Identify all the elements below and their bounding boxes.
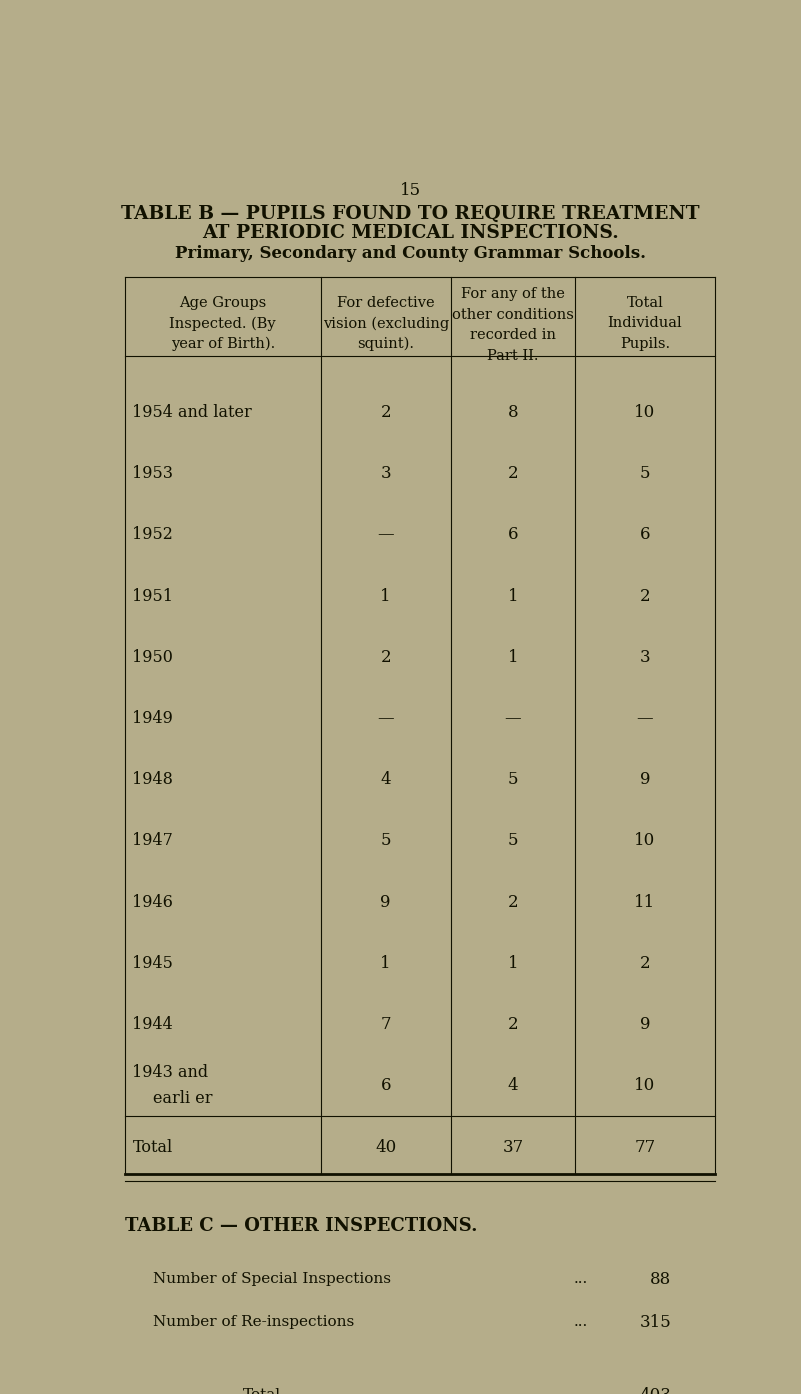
Text: 1: 1 (508, 955, 518, 972)
Text: Number of Special Inspections: Number of Special Inspections (153, 1273, 391, 1287)
Text: 88: 88 (650, 1271, 671, 1288)
Text: 11: 11 (634, 894, 655, 910)
Text: recorded in: recorded in (470, 328, 556, 343)
Text: 315: 315 (639, 1315, 671, 1331)
Text: 5: 5 (640, 466, 650, 482)
Text: earli er: earli er (153, 1090, 212, 1107)
Text: Total: Total (626, 296, 663, 309)
Text: Inspected. (By: Inspected. (By (170, 316, 276, 330)
Text: Number of Re-inspections: Number of Re-inspections (153, 1316, 354, 1330)
Text: 8: 8 (508, 404, 518, 421)
Text: Primary, Secondary and County Grammar Schools.: Primary, Secondary and County Grammar Sc… (175, 245, 646, 262)
Text: 5: 5 (508, 771, 518, 788)
Text: other conditions: other conditions (452, 308, 574, 322)
Text: For defective: For defective (337, 296, 434, 309)
Text: 1952: 1952 (132, 527, 173, 544)
Text: vision (excluding: vision (excluding (323, 316, 449, 330)
Text: —: — (377, 527, 394, 544)
Text: 1: 1 (380, 955, 391, 972)
Text: 3: 3 (639, 648, 650, 666)
Text: 5: 5 (380, 832, 391, 849)
Text: 1948: 1948 (132, 771, 173, 788)
Text: 3: 3 (380, 466, 391, 482)
Text: 1: 1 (380, 588, 391, 605)
Text: 6: 6 (640, 527, 650, 544)
Text: 15: 15 (400, 183, 421, 199)
Text: 1: 1 (508, 588, 518, 605)
Text: 4: 4 (380, 771, 391, 788)
Text: 1945: 1945 (132, 955, 173, 972)
Text: 10: 10 (634, 832, 655, 849)
Text: 1943 and: 1943 and (132, 1064, 208, 1082)
Text: 2: 2 (639, 588, 650, 605)
Text: 1950: 1950 (132, 648, 173, 666)
Text: 1954 and later: 1954 and later (132, 404, 252, 421)
Text: Part II.: Part II. (487, 348, 539, 362)
Text: TABLE C — OTHER INSPECTIONS.: TABLE C — OTHER INSPECTIONS. (125, 1217, 477, 1235)
Text: 37: 37 (502, 1139, 524, 1157)
Text: —: — (505, 710, 521, 726)
Text: Individual: Individual (607, 316, 682, 330)
Text: 9: 9 (380, 894, 391, 910)
Text: 6: 6 (380, 1078, 391, 1094)
Text: 77: 77 (634, 1139, 655, 1157)
Text: 6: 6 (508, 527, 518, 544)
Text: 7: 7 (380, 1016, 391, 1033)
Text: year of Birth).: year of Birth). (171, 337, 275, 351)
Text: 9: 9 (640, 1016, 650, 1033)
Text: ...: ... (574, 1388, 589, 1394)
Text: 2: 2 (380, 404, 391, 421)
Text: 4: 4 (508, 1078, 518, 1094)
Text: Age Groups: Age Groups (179, 296, 267, 309)
Text: 9: 9 (640, 771, 650, 788)
Text: AT PERIODIC MEDICAL INSPECTIONS.: AT PERIODIC MEDICAL INSPECTIONS. (202, 224, 619, 241)
Text: 2: 2 (508, 894, 518, 910)
Text: 10: 10 (634, 1078, 655, 1094)
Text: —: — (377, 710, 394, 726)
Text: 1947: 1947 (132, 832, 173, 849)
Text: 40: 40 (375, 1139, 396, 1157)
Text: 5: 5 (508, 832, 518, 849)
Text: ...: ... (574, 1316, 589, 1330)
Text: 10: 10 (634, 404, 655, 421)
Text: —: — (637, 710, 653, 726)
Text: 1951: 1951 (132, 588, 173, 605)
Text: squint).: squint). (357, 337, 414, 351)
Text: 2: 2 (380, 648, 391, 666)
Text: 1946: 1946 (132, 894, 173, 910)
Text: For any of the: For any of the (461, 287, 565, 301)
Text: 1: 1 (508, 648, 518, 666)
Text: 1944: 1944 (132, 1016, 173, 1033)
Text: 1949: 1949 (132, 710, 173, 726)
Text: 2: 2 (508, 466, 518, 482)
Text: TABLE B — PUPILS FOUND TO REQUIRE TREATMENT: TABLE B — PUPILS FOUND TO REQUIRE TREATM… (121, 205, 700, 223)
Text: Pupils.: Pupils. (620, 337, 670, 351)
Text: 1953: 1953 (132, 466, 173, 482)
Text: Total: Total (243, 1388, 280, 1394)
Text: ...: ... (574, 1273, 589, 1287)
Text: 2: 2 (508, 1016, 518, 1033)
Text: Total: Total (132, 1139, 173, 1157)
Text: 2: 2 (639, 955, 650, 972)
Text: 403: 403 (639, 1387, 671, 1394)
